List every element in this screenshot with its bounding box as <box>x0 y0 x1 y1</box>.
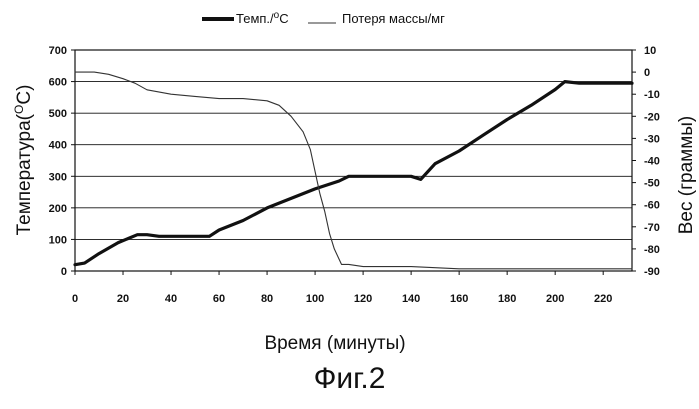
x-tick-label: 40 <box>165 293 177 305</box>
y-right-tick-label: -70 <box>644 222 660 234</box>
y-left-tick-label: 500 <box>49 108 67 120</box>
y-right-tick-label: 0 <box>644 67 650 79</box>
x-tick-label: 160 <box>450 293 468 305</box>
y-left-tick-label: 700 <box>49 45 67 57</box>
y-right-axis-title: Вес (граммы) <box>676 116 697 235</box>
y-right-tick-label: -60 <box>644 200 660 212</box>
grid-lines <box>75 82 632 240</box>
series-line-temperature <box>75 82 632 265</box>
legend-label-temperature: Темп./oC <box>236 10 289 27</box>
y-left-tick-label: 300 <box>49 171 67 183</box>
y-right-tick-label: -80 <box>644 244 660 256</box>
x-tick-label: 140 <box>402 293 420 305</box>
x-tick-label: 60 <box>213 293 225 305</box>
x-tick-label: 100 <box>306 293 324 305</box>
legend: Темп./oC Потеря массы/мг <box>202 10 445 27</box>
y-right-tick-label: -40 <box>644 156 660 168</box>
y-right-tick-label: -30 <box>644 133 660 145</box>
y-right-tick-label: -10 <box>644 89 660 101</box>
legend-label-mass-loss: Потеря массы/мг <box>342 11 445 26</box>
x-tick-label: 200 <box>546 293 564 305</box>
x-tick-label: 220 <box>594 293 612 305</box>
y-left-axis-title: Температура(OC) <box>12 85 35 236</box>
y-left-tick-label: 200 <box>49 203 67 215</box>
x-axis-ticks: 0 20 40 60 80 100 120 140 160 180 200 220 <box>72 271 612 305</box>
line-chart: Темп./oC Потеря массы/мг 020406080100120… <box>0 0 699 360</box>
y-left-tick-label: 100 <box>49 234 67 246</box>
y-right-axis-ticks: 10 0 -10 -20 -30 -40 -50 -60 -70 -80 -90 <box>632 45 660 278</box>
x-tick-label: 120 <box>354 293 372 305</box>
y-right-tick-label: -90 <box>644 266 660 278</box>
y-right-tick-label: -50 <box>644 178 660 190</box>
x-tick-label: 180 <box>498 293 516 305</box>
figure-caption: Фиг.2 <box>0 362 699 396</box>
x-tick-label: 80 <box>261 293 273 305</box>
x-tick-label: 0 <box>72 293 78 305</box>
y-left-tick-label: 600 <box>49 77 67 89</box>
y-right-tick-label: -20 <box>644 111 660 123</box>
y-right-tick-label: 10 <box>644 45 656 57</box>
x-axis-title: Время (минуты) <box>264 333 405 354</box>
y-left-tick-label: 400 <box>49 140 67 152</box>
x-tick-label: 20 <box>117 293 129 305</box>
y-left-axis-ticks: 0 100 200 300 400 500 600 700 <box>49 45 75 278</box>
y-left-tick-label: 0 <box>61 266 67 278</box>
